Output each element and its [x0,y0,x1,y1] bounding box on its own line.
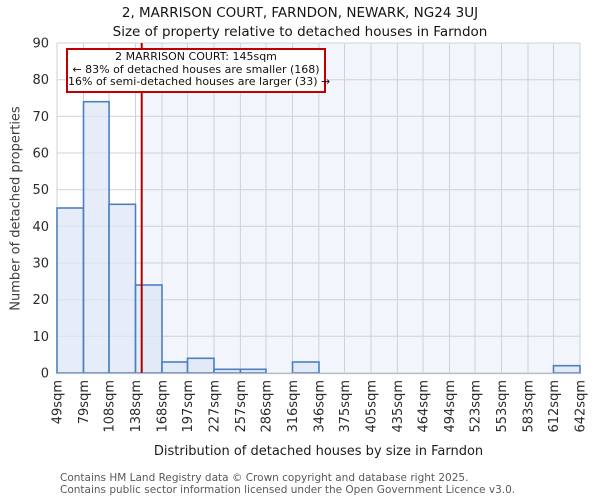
svg-text:70: 70 [32,110,49,125]
svg-text:79sqm: 79sqm [77,380,92,424]
bar-612sqm [552,364,581,374]
bar-49sqm [56,207,85,374]
svg-text:553sqm: 553sqm [495,380,510,433]
svg-text:40: 40 [32,220,49,235]
svg-text:197sqm: 197sqm [181,380,196,433]
svg-text:523sqm: 523sqm [469,380,484,433]
svg-text:612sqm: 612sqm [547,380,562,433]
y-tick-labels: 0 10 20 30 40 50 60 70 80 90 [32,37,49,382]
bar-168sqm [161,361,189,374]
svg-text:90: 90 [32,37,49,52]
bar-138sqm [134,284,163,374]
annotation-line-3: 16% of semi-detached houses are larger (… [68,75,331,88]
x-tick-labels: 49sqm 79sqm 108sqm 138sqm 168sqm 197sqm 227sqm… [51,380,589,433]
svg-text:375sqm: 375sqm [338,380,353,433]
svg-text:257sqm: 257sqm [234,380,249,433]
plot-area-svg: 0 10 20 30 40 50 60 70 80 90 49sqm 79sqm 108sqm 138sq… [32,37,589,433]
svg-text:10: 10 [32,330,49,345]
bar-257sqm [239,368,267,374]
svg-text:168sqm: 168sqm [156,380,171,433]
svg-text:464sqm: 464sqm [417,380,432,433]
bar-197sqm [186,357,215,374]
x-axis-label: Distribution of detached houses by size … [153,444,484,459]
bar-108sqm [108,203,137,374]
annotation-line-1: 2 MARRISON COURT: 145sqm [115,50,277,63]
bar-316sqm [291,361,320,374]
bar-79sqm [82,100,110,374]
svg-text:494sqm: 494sqm [443,380,458,433]
svg-text:346sqm: 346sqm [312,380,327,433]
footer-line-1: Contains HM Land Registry data © Crown c… [60,472,469,484]
svg-text:20: 20 [32,293,49,308]
svg-text:30: 30 [32,257,49,272]
annotation-box: 2 MARRISON COURT: 145sqm ← 83% of detach… [66,48,331,93]
svg-text:583sqm: 583sqm [522,380,537,433]
histogram-bars [56,100,581,374]
svg-text:80: 80 [32,73,49,88]
svg-text:286sqm: 286sqm [260,380,275,433]
svg-text:642sqm: 642sqm [574,380,589,433]
svg-text:0: 0 [41,367,49,382]
footer: Contains HM Land Registry data © Crown c… [60,472,600,496]
svg-text:49sqm: 49sqm [51,380,66,424]
footer-line-2: Contains public sector information licen… [60,483,516,496]
svg-text:138sqm: 138sqm [129,380,144,433]
svg-text:316sqm: 316sqm [286,380,301,433]
svg-text:50: 50 [32,183,49,198]
annotation-line-2: ← 83% of detached houses are smaller (16… [72,62,320,76]
svg-text:435sqm: 435sqm [391,380,406,433]
chart-subtitle: Size of property relative to detached ho… [112,24,488,40]
svg-text:60: 60 [32,147,49,162]
svg-text:108sqm: 108sqm [103,380,118,433]
svg-text:405sqm: 405sqm [365,380,380,433]
chart-title: 2, MARRISON COURT, FARNDON, NEWARK, NG24… [121,5,479,21]
larger-region-tint [141,43,580,373]
bar-227sqm [213,368,242,374]
svg-text:227sqm: 227sqm [208,380,223,433]
